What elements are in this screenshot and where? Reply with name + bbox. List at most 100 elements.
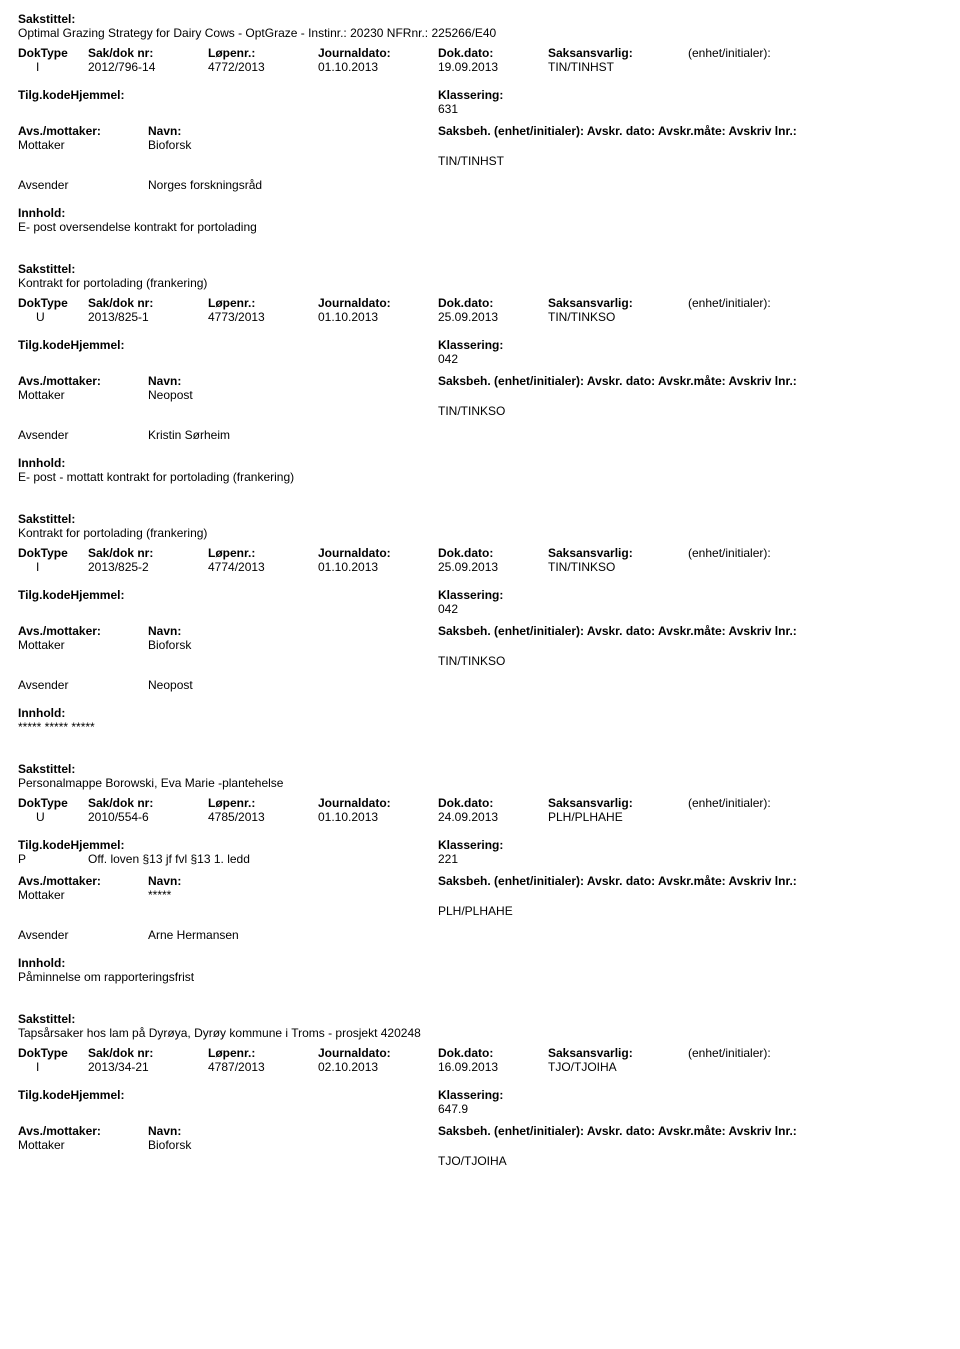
sakstittel-text: Kontrakt for portolading (frankering) — [18, 276, 942, 290]
sakdok-label: Sak/dok nr: — [88, 46, 208, 60]
enhet-label: (enhet/initialer): — [688, 546, 848, 560]
journaldato-value: 01.10.2013 — [318, 560, 438, 574]
dokdato-value: 25.09.2013 — [438, 310, 548, 324]
doktype-label: DokType — [18, 796, 88, 810]
klassering-block: Klassering:221 — [438, 838, 503, 866]
sakstittel-label: Sakstittel: — [18, 762, 942, 776]
mottaker-label: Mottaker — [18, 388, 148, 402]
innhold-text: E- post - mottatt kontrakt for portoladi… — [18, 470, 942, 484]
mottaker-name: ***** — [148, 888, 438, 902]
journal-entry: Sakstittel:Tapsårsaker hos lam på Dyrøya… — [18, 1012, 942, 1168]
tilg-hjemmel-block: Tilg.kodeHjemmel:POff. loven §13 jf fvl … — [18, 838, 438, 866]
doktype-value: I — [18, 60, 88, 74]
dokdato-label: Dok.dato: — [438, 46, 548, 60]
saksansvarlig-value: TIN/TINKSO — [548, 560, 688, 574]
lopenr-label: Løpenr.: — [208, 796, 318, 810]
avsender-label: Avsender — [18, 678, 148, 692]
tilg-hjemmel-values: POff. loven §13 jf fvl §13 1. ledd — [18, 852, 438, 866]
sakdok-label: Sak/dok nr: — [88, 546, 208, 560]
avsender-label: Avsender — [18, 428, 148, 442]
meta-header: DokTypeSak/dok nr:Løpenr.:Journaldato:Do… — [18, 796, 942, 810]
saksbeh-unit: TIN/TINKSO — [438, 654, 942, 668]
sakdok-label: Sak/dok nr: — [88, 1046, 208, 1060]
mottaker-label: Mottaker — [18, 1138, 148, 1152]
tilgkode-value: P — [18, 852, 88, 866]
lopenr-value: 4785/2013 — [208, 810, 318, 824]
dokdato-value: 19.09.2013 — [438, 60, 548, 74]
tilg-row: Tilg.kodeHjemmel:POff. loven §13 jf fvl … — [18, 838, 942, 866]
sakdok-value: 2013/825-2 — [88, 560, 208, 574]
avsender-name: Kristin Sørheim — [148, 428, 438, 442]
lopenr-label: Løpenr.: — [208, 296, 318, 310]
journaldato-label: Journaldato: — [318, 296, 438, 310]
mottaker-row: MottakerBioforsk — [18, 638, 942, 652]
mottaker-row: MottakerBioforsk — [18, 1138, 942, 1152]
klassering-block: Klassering:631 — [438, 88, 503, 116]
avsender-name: Norges forskningsråd — [148, 178, 438, 192]
hjemmel-value: Off. loven §13 jf fvl §13 1. ledd — [88, 852, 250, 866]
tilg-hjemmel-block: Tilg.kodeHjemmel: — [18, 1088, 438, 1116]
sakstittel-label: Sakstittel: — [18, 12, 942, 26]
hjemmel-label: Hjemmel: — [70, 88, 124, 102]
hjemmel-label: Hjemmel: — [70, 588, 124, 602]
lopenr-value: 4787/2013 — [208, 1060, 318, 1074]
avsender-row: AvsenderArne Hermansen — [18, 928, 942, 942]
sakdok-value: 2012/796-14 — [88, 60, 208, 74]
saksbeh-unit: TIN/TINHST — [438, 154, 942, 168]
tilgkode-label: Tilg.kode — [18, 838, 70, 852]
innhold-label: Innhold: — [18, 206, 942, 220]
saksbeh-header: Saksbeh. (enhet/initialer): Avskr. dato:… — [438, 1124, 942, 1138]
sakdok-value: 2010/554-6 — [88, 810, 208, 824]
lopenr-value: 4773/2013 — [208, 310, 318, 324]
meta-values: U2010/554-64785/201301.10.201324.09.2013… — [18, 810, 942, 824]
sakstittel-text: Optimal Grazing Strategy for Dairy Cows … — [18, 26, 942, 40]
sakstittel-label: Sakstittel: — [18, 262, 942, 276]
mottaker-row: Mottaker***** — [18, 888, 942, 902]
tilg-hjemmel-line: Tilg.kodeHjemmel: — [18, 1088, 438, 1102]
enhet-label: (enhet/initialer): — [688, 1046, 848, 1060]
dokdato-value: 25.09.2013 — [438, 560, 548, 574]
klassering-block: Klassering:647.9 — [438, 1088, 503, 1116]
sakdok-label: Sak/dok nr: — [88, 796, 208, 810]
doktype-value: U — [18, 310, 88, 324]
sakstittel-text: Personalmappe Borowski, Eva Marie -plant… — [18, 776, 942, 790]
doktype-label: DokType — [18, 46, 88, 60]
mottaker-name: Bioforsk — [148, 1138, 438, 1152]
innhold-text: E- post oversendelse kontrakt for portol… — [18, 220, 942, 234]
dokdato-value: 16.09.2013 — [438, 1060, 548, 1074]
saksbeh-unit-row: TJO/TJOIHA — [18, 1154, 942, 1168]
saksbeh-unit: TIN/TINKSO — [438, 404, 942, 418]
navn-label: Navn: — [148, 374, 438, 388]
sakdok-value: 2013/825-1 — [88, 310, 208, 324]
saksbeh-unit: TJO/TJOIHA — [438, 1154, 942, 1168]
meta-values: I2013/825-24774/201301.10.201325.09.2013… — [18, 560, 942, 574]
doktype-value: U — [18, 810, 88, 824]
sakstittel-label: Sakstittel: — [18, 512, 942, 526]
saksbeh-header: Saksbeh. (enhet/initialer): Avskr. dato:… — [438, 624, 942, 638]
tilg-hjemmel-block: Tilg.kodeHjemmel: — [18, 588, 438, 616]
sakstittel-text: Kontrakt for portolading (frankering) — [18, 526, 942, 540]
avsmottaker-label: Avs./mottaker: — [18, 624, 148, 638]
tilgkode-label: Tilg.kode — [18, 338, 70, 352]
navn-label: Navn: — [148, 874, 438, 888]
avsender-row: AvsenderNeopost — [18, 678, 942, 692]
journal-entry: Sakstittel:Kontrakt for portolading (fra… — [18, 262, 942, 484]
saksansvarlig-label: Saksansvarlig: — [548, 46, 688, 60]
lopenr-value: 4774/2013 — [208, 560, 318, 574]
avsender-label: Avsender — [18, 928, 148, 942]
saksansvarlig-label: Saksansvarlig: — [548, 1046, 688, 1060]
saksbeh-unit-row: TIN/TINKSO — [18, 404, 942, 418]
meta-values: I2012/796-144772/201301.10.201319.09.201… — [18, 60, 942, 74]
tilg-hjemmel-line: Tilg.kodeHjemmel: — [18, 88, 438, 102]
journal-entry: Sakstittel:Personalmappe Borowski, Eva M… — [18, 762, 942, 984]
saksbeh-unit-row: TIN/TINKSO — [18, 654, 942, 668]
saksansvarlig-label: Saksansvarlig: — [548, 296, 688, 310]
mottaker-label: Mottaker — [18, 888, 148, 902]
avsmottaker-label: Avs./mottaker: — [18, 124, 148, 138]
doktype-label: DokType — [18, 1046, 88, 1060]
avs-header: Avs./mottaker:Navn:Saksbeh. (enhet/initi… — [18, 1124, 942, 1138]
avsender-name: Neopost — [148, 678, 438, 692]
tilgkode-label: Tilg.kode — [18, 1088, 70, 1102]
tilg-row: Tilg.kodeHjemmel:Klassering:042 — [18, 588, 942, 616]
meta-header: DokTypeSak/dok nr:Løpenr.:Journaldato:Do… — [18, 546, 942, 560]
